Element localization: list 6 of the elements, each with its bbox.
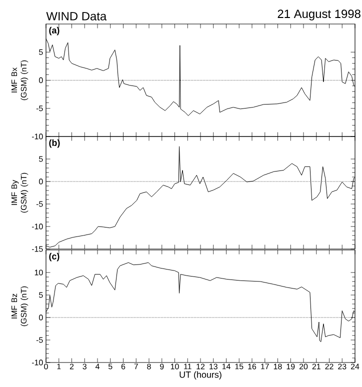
chart-title: WIND Data [46, 12, 107, 20]
x-axis-title: UT (hours) [180, 371, 222, 380]
annotation: (a) [49, 26, 60, 36]
annotation: (c) [49, 252, 60, 262]
annotation: (b) [49, 139, 60, 148]
chart-subtitle: 21 August 1998 [278, 10, 360, 20]
